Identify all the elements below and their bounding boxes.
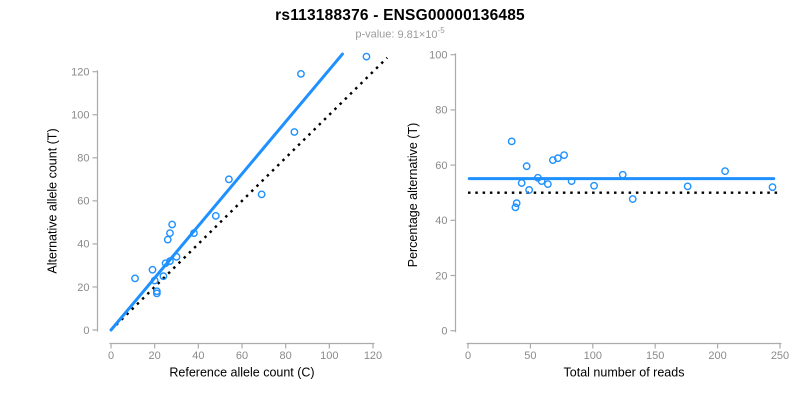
scatter-point (362, 52, 371, 61)
scatter-points (507, 137, 777, 212)
y-tick-label: 40 (77, 239, 89, 251)
y-tick-label: 0 (441, 326, 447, 338)
scatter-point (683, 182, 692, 191)
scatter-point (290, 128, 299, 136)
fit-line (109, 52, 344, 332)
identity-line (110, 56, 389, 331)
y-axis-title: Alternative allele count (T) (46, 128, 60, 273)
scatter-point (537, 177, 546, 186)
scatter-point (618, 170, 627, 179)
scatter-point (257, 190, 266, 199)
y-axis: 0 20 40 60 80 100 120 (71, 67, 99, 337)
percentage-vs-reads-scatter: 0 50 100 150 200 250 0 20 40 60 80 100 Total number … (406, 50, 789, 380)
figure-title: rs113188376 - ENSG00000136485 (275, 7, 525, 24)
scatter-point (507, 137, 516, 146)
x-axis: 0 50 100 150 200 250 (465, 342, 789, 362)
scatter-point (543, 180, 552, 189)
scatter-point (548, 156, 557, 165)
scatter-point (590, 181, 598, 190)
x-tick-label: 150 (646, 350, 664, 362)
x-tick-label: 100 (320, 350, 338, 362)
y-tick-label: 100 (71, 110, 89, 122)
scatter-point (560, 151, 568, 160)
y-axis-title: Percentage alternative (T) (406, 123, 420, 268)
y-tick-label: 80 (77, 153, 89, 165)
scatter-point (150, 276, 159, 285)
x-axis-title: Total number of reads (564, 366, 685, 380)
scatter-point (512, 199, 521, 208)
y-tick-label: 60 (77, 196, 89, 208)
scatter-point (511, 203, 520, 212)
y-tick-label: 60 (435, 160, 447, 172)
scatter-point (152, 287, 161, 296)
scatter-point (211, 212, 220, 220)
scatter-point (517, 179, 526, 187)
scatter-point (190, 229, 198, 238)
x-tick-label: 60 (236, 350, 248, 362)
scatter-point (567, 177, 576, 186)
x-tick-label: 50 (524, 350, 536, 362)
scatter-point (131, 274, 139, 283)
y-axis: 0 20 40 60 80 100 (429, 50, 457, 338)
y-tick-label: 100 (429, 50, 447, 62)
y-tick-label: 80 (435, 105, 447, 117)
scatter-point (768, 183, 777, 192)
scatter-point (224, 175, 233, 184)
scatter-point (553, 154, 562, 163)
pvalue-exponent: -5 (437, 26, 445, 35)
y-tick-label: 120 (71, 67, 89, 79)
scatter-points (131, 52, 371, 298)
x-tick-label: 40 (192, 350, 204, 362)
scatter-point (161, 259, 170, 268)
y-tick-label: 20 (77, 282, 89, 294)
x-tick-label: 120 (364, 350, 382, 362)
x-axis-title: Reference allele count (C) (169, 366, 314, 380)
scatter-point (721, 167, 729, 176)
scatter-point (522, 162, 531, 171)
pvalue-label: p-value: (355, 28, 395, 41)
x-tick-label: 100 (584, 350, 602, 362)
scatter-point (159, 272, 168, 281)
x-tick-label: 200 (708, 350, 726, 362)
x-tick-label: 0 (108, 350, 114, 362)
scatter-point (168, 220, 177, 229)
scatter-point (525, 186, 534, 194)
scatter-point (297, 69, 305, 78)
pvalue-subtitle: p-value: 9.81×10-5 (0, 26, 800, 41)
x-tick-label: 250 (771, 350, 789, 362)
scatter-point (166, 229, 174, 238)
y-tick-label: 0 (83, 325, 89, 337)
scatter-point (166, 257, 174, 266)
x-tick-label: 80 (280, 350, 292, 362)
x-tick-label: 0 (465, 350, 471, 362)
allele-count-scatter: 0 20 40 60 80 100 120 0 20 40 60 80 100 120 Reference … (46, 52, 389, 380)
y-tick-label: 20 (435, 270, 447, 282)
scatter-point (148, 265, 157, 274)
scatter-point (172, 252, 181, 261)
y-tick-label: 40 (435, 215, 447, 227)
x-axis: 0 20 40 60 80 100 120 (108, 342, 382, 362)
x-tick-label: 20 (149, 350, 161, 362)
pvalue-mantissa: 9.81×10 (397, 28, 438, 41)
scatter-point (628, 195, 637, 203)
scatter-point (163, 235, 172, 244)
